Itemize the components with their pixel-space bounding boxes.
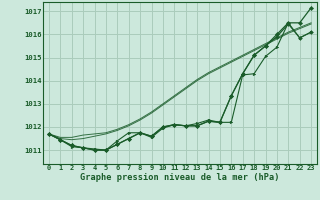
X-axis label: Graphe pression niveau de la mer (hPa): Graphe pression niveau de la mer (hPa) [80, 173, 280, 182]
